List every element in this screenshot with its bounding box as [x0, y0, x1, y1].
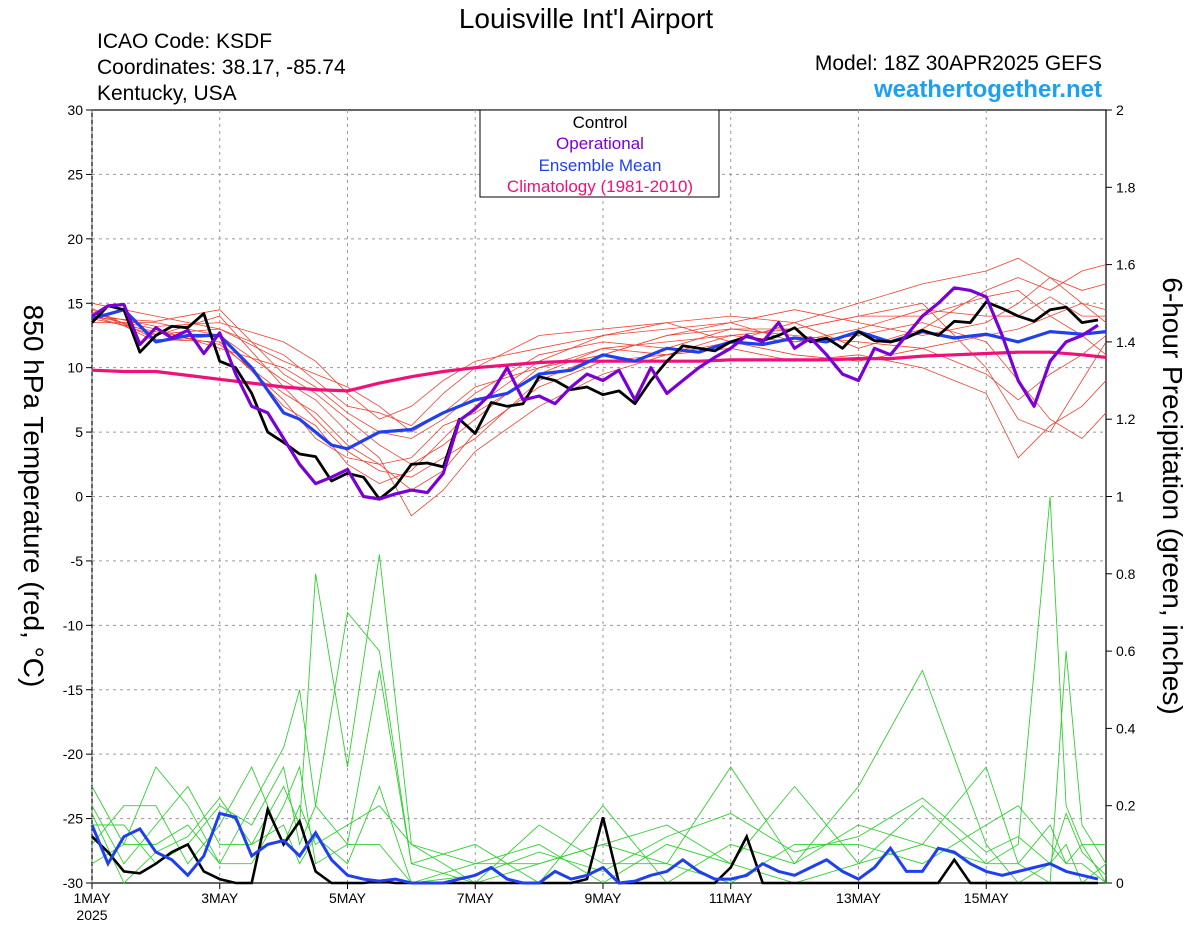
y-left-tick-label: 30	[67, 102, 83, 118]
x-tick-label: 9MAY	[584, 890, 622, 906]
y-right-tick-label: 0	[1116, 875, 1124, 891]
temp-member-line	[91, 318, 1107, 491]
x-tick-label: 11MAY	[709, 890, 753, 906]
y-right-tick-label: 1.8	[1116, 179, 1136, 195]
y-left-tick-label: 25	[67, 166, 83, 182]
y-left-tick-label: -25	[63, 811, 83, 827]
y-right-tick-label: 0.6	[1116, 643, 1136, 659]
y-left-tick-label: 5	[75, 424, 83, 440]
y-right-tick-label: 0.8	[1116, 566, 1136, 582]
y-left-tick-label: -20	[63, 746, 83, 762]
temp-control-line	[90, 300, 1099, 501]
x-tick-label: 13MAY	[836, 890, 882, 906]
model-run: Model: 18Z 30APR2025 GEFS	[815, 52, 1102, 75]
legend: Control Operational Ensemble Mean Climat…	[479, 109, 720, 198]
y-left-tick-label: -5	[71, 553, 84, 569]
x-tick-label: 15MAY	[964, 890, 1010, 906]
legend-control: Control	[573, 113, 628, 132]
precip-control-line	[91, 805, 1098, 885]
temp-operational-line	[91, 286, 1099, 501]
icao-code: ICAO Code: KSDF	[97, 30, 272, 53]
y-right-tick-label: 1.6	[1116, 257, 1136, 273]
legend-box	[479, 109, 720, 198]
plot-area	[90, 109, 1107, 885]
x-tick-label: 3MAY	[201, 890, 239, 906]
chart-title: Louisville Int'l Airport	[459, 3, 714, 34]
y-right-tick-label: 1	[1116, 489, 1124, 505]
precip-member-line	[91, 785, 1107, 884]
region: Kentucky, USA	[97, 82, 237, 105]
y-left-tick-label: 0	[75, 489, 83, 505]
precip-mean-line	[90, 811, 1099, 885]
y-left-tick-label: -15	[63, 682, 83, 698]
y-right-label: 6-hour Precipitation (green, inches)	[1157, 277, 1188, 714]
x-year-label: 2025	[76, 907, 107, 923]
legend-ensemble-mean: Ensemble Mean	[539, 156, 662, 175]
temp-member-line	[91, 276, 1107, 420]
coordinates: Coordinates: 38.17, -85.74	[97, 56, 346, 79]
site-link[interactable]: weathertogether.net	[873, 76, 1102, 103]
y-right-tick-label: 1.2	[1116, 411, 1136, 427]
temp-member-line	[91, 311, 1107, 433]
y-right-tick-label: 2	[1116, 102, 1124, 118]
y-left-tick-label: -30	[63, 875, 83, 891]
y-right-tick-label: 1.4	[1116, 334, 1136, 350]
y-left-tick-label: 20	[67, 231, 83, 247]
main-series	[90, 286, 1107, 885]
y-left-tick-label: -10	[63, 617, 83, 633]
axes: 302520151050-5-10-15-20-25-3021.81.61.41…	[63, 102, 1136, 923]
y-left-tick-label: 15	[67, 295, 83, 311]
y-right-tick-label: 0.4	[1116, 720, 1136, 736]
x-tick-label: 5MAY	[329, 890, 367, 906]
y-left-tick-label: 10	[67, 360, 83, 376]
x-tick-label: 1MAY	[73, 890, 111, 906]
y-right-tick-label: 0.2	[1116, 798, 1136, 814]
y-left-label: 850 hPa Temperature (red, °C)	[18, 305, 49, 688]
legend-operational: Operational	[556, 134, 644, 153]
legend-climatology: Climatology (1981-2010)	[507, 177, 693, 196]
x-tick-label: 7MAY	[457, 890, 495, 906]
